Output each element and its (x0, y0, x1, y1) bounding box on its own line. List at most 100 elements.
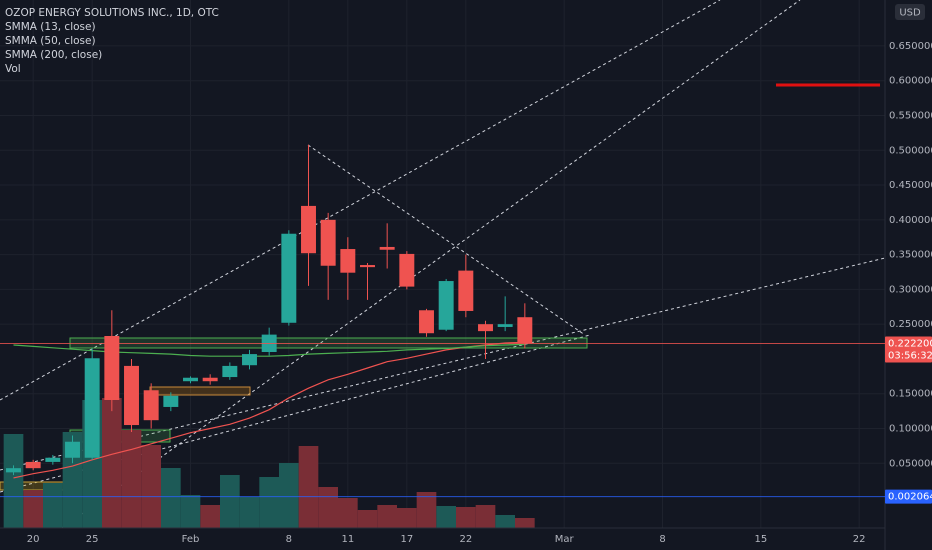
volume-bar (102, 398, 122, 528)
countdown: 03:56:32 (888, 351, 932, 362)
candle-body (25, 461, 41, 469)
y-tick-label: 0.150000 (889, 389, 932, 400)
volume-bar (416, 492, 437, 528)
volume-bar (121, 430, 142, 528)
candles (6, 144, 533, 476)
price-label: 0.002064 (888, 492, 932, 503)
x-tick-label: Mar (555, 534, 575, 545)
volume-bar (436, 506, 456, 528)
y-tick-label: 0.550000 (889, 110, 932, 121)
candle-body (399, 253, 415, 287)
candle-body (183, 377, 198, 382)
volume-bar (495, 515, 515, 528)
candle-body (143, 390, 159, 421)
candle-body (497, 324, 513, 327)
indicators (13, 341, 525, 479)
volume-bar (456, 507, 476, 528)
y-tick-label: 0.250000 (889, 319, 932, 330)
y-tick-label: 0.100000 (889, 424, 932, 435)
candle-body (360, 265, 375, 268)
trend-line (307, 144, 586, 336)
volume-bar (200, 505, 220, 528)
y-tick-label: 0.450000 (889, 180, 932, 191)
volume-bar (239, 497, 260, 528)
trend-line (0, 257, 886, 471)
candle-body (65, 441, 80, 458)
candle-body (301, 205, 316, 254)
candle-body (320, 219, 336, 266)
volume-bar (298, 446, 319, 528)
x-tick-label: 22 (459, 534, 472, 545)
x-tick-label: 8 (659, 534, 665, 545)
volume-bar (397, 508, 417, 528)
trend-line (61, 0, 801, 529)
volume-bar (318, 487, 338, 528)
volume-bar (43, 483, 63, 528)
x-tick-label: 17 (400, 534, 413, 545)
x-tick-label: Feb (182, 534, 200, 545)
volume-bar (515, 518, 535, 528)
currency: USD (899, 8, 921, 19)
volume-bar (23, 490, 43, 528)
x-tick-label: 8 (286, 534, 292, 545)
volume-bar (259, 477, 279, 528)
x-tick-label: 20 (27, 534, 40, 545)
price-label-box (885, 489, 932, 504)
chart-title: OZOP ENERGY SOLUTIONS INC., 1D, OTC (5, 7, 219, 19)
volume-bar (161, 468, 181, 528)
y-tick-label: 0.650000 (889, 41, 932, 52)
volume-bar (220, 475, 240, 528)
x-tick-label: 22 (853, 534, 866, 545)
candle-body (340, 249, 356, 273)
indicator-line (13, 343, 525, 357)
y-tick-label: 0.350000 (889, 250, 932, 261)
candle-body (222, 365, 238, 378)
x-tick-label: 15 (754, 534, 767, 545)
volume-bar (475, 505, 496, 528)
candle-body (84, 358, 100, 458)
y-tick-label: 0.050000 (889, 458, 932, 469)
x-tick-label: 25 (86, 534, 99, 545)
indicator-line (13, 341, 525, 479)
volume-bar (377, 505, 397, 528)
volume-bar (338, 498, 358, 528)
x-tick-label: 11 (341, 534, 354, 545)
candle-body (281, 233, 297, 323)
volume (3, 398, 535, 528)
candle-body (419, 310, 434, 334)
zone-box (69, 337, 588, 349)
candle-body (438, 281, 454, 330)
candle-body (163, 395, 179, 407)
y-tick-label: 0.500000 (889, 145, 932, 156)
legend: OZOP ENERGY SOLUTIONS INC., 1D, OTC SMMA… (5, 7, 219, 75)
candle-body (517, 317, 533, 344)
volume-bar (180, 495, 201, 528)
y-tick-label: 0.600000 (889, 76, 932, 87)
currency-badge[interactable] (895, 4, 925, 20)
volume-bar (141, 445, 161, 528)
candle-body (45, 457, 61, 462)
candle-body (379, 246, 395, 250)
price-label: 0.222200 (888, 339, 932, 350)
candle-body (6, 468, 21, 473)
candle-body (478, 324, 493, 332)
legend-entry: SMMA (50, close) (5, 35, 96, 47)
legend-entry: SMMA (13, close) (5, 21, 96, 33)
candle-body (458, 270, 474, 311)
drawings (0, 0, 886, 529)
candle-body (242, 354, 257, 366)
trend-line (0, 0, 721, 401)
legend-entry: SMMA (200, close) (5, 49, 102, 61)
y-tick-label: 0.400000 (889, 215, 932, 226)
price-label-box (885, 336, 932, 363)
volume-bar (3, 434, 24, 528)
y-tick-label: 0.300000 (889, 284, 932, 295)
volume-bar (279, 463, 299, 528)
zone-box (149, 386, 251, 396)
candle-body (202, 377, 218, 382)
candle-body (104, 336, 120, 400)
legend-entry: Vol (5, 63, 21, 75)
volume-bar (357, 510, 378, 528)
